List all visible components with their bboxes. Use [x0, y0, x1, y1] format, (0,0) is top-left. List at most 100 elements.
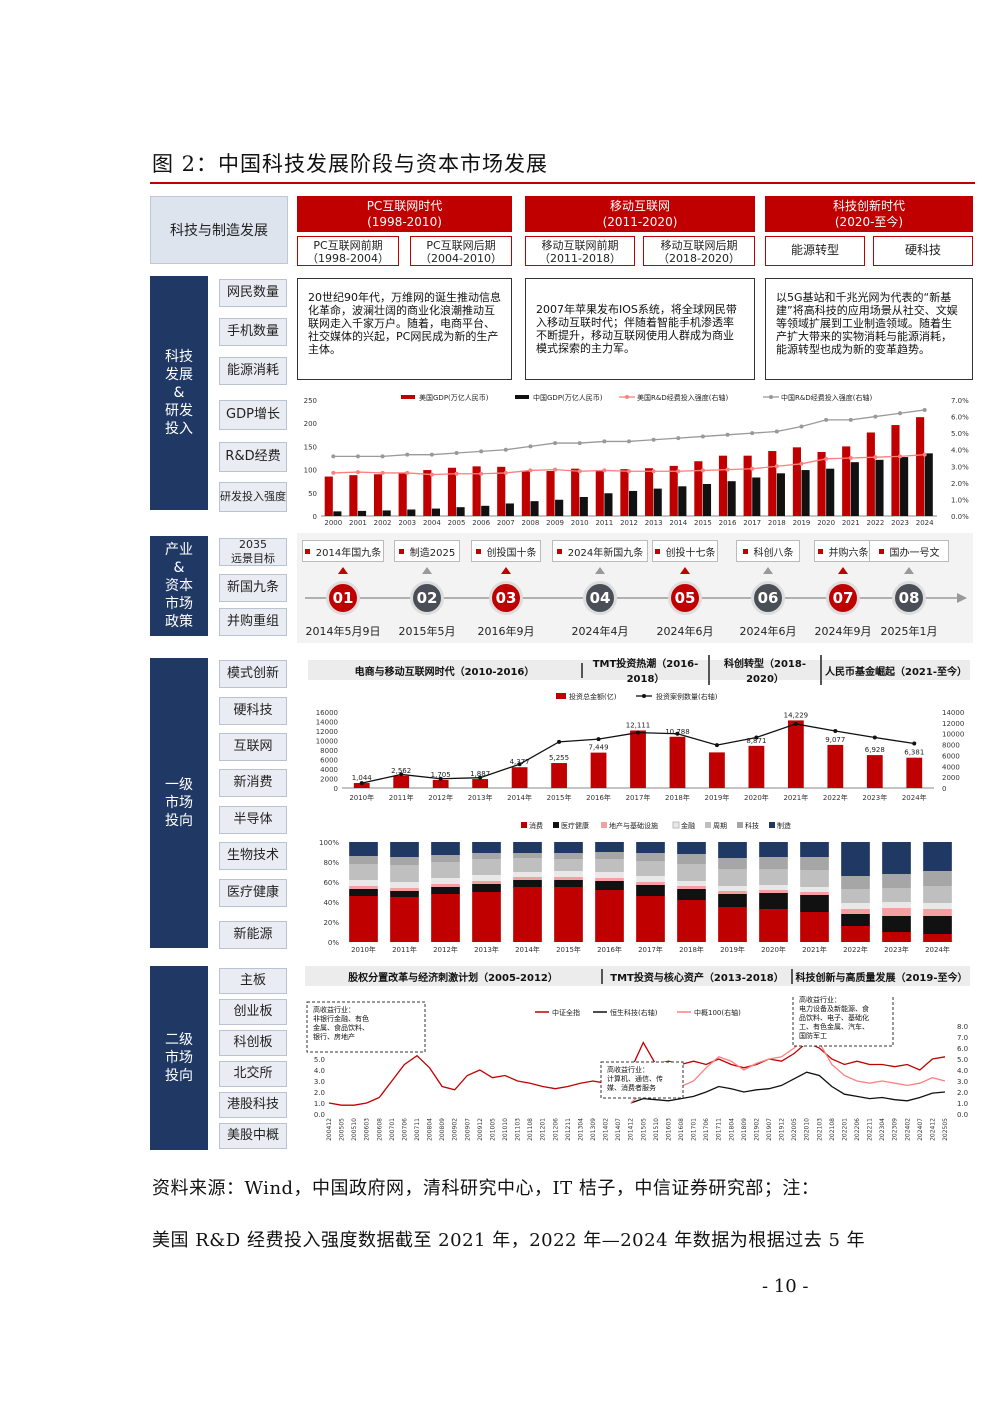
x-tick-label: 200706 — [401, 1118, 408, 1141]
series-point — [479, 449, 484, 454]
bar-us-gdp — [571, 468, 580, 516]
side-line: 研发 — [165, 403, 193, 419]
stack-segment — [513, 872, 542, 877]
subperiod-pc-late: PC互联网后期 （2004-2010） — [410, 236, 512, 266]
stack-segment — [595, 859, 624, 872]
stack-segment — [841, 876, 870, 889]
policy-date: 2024年6月 — [739, 625, 797, 638]
series-point — [528, 444, 533, 449]
series-point — [922, 452, 927, 457]
x-tick-label: 201412 — [628, 1118, 635, 1141]
series-point — [602, 468, 607, 473]
stack-segment — [923, 871, 952, 886]
bar-cn-gdp — [382, 510, 391, 516]
series-point — [636, 730, 640, 735]
data-label: 12,111 — [626, 721, 651, 729]
bar-cn-gdp — [826, 468, 835, 516]
legend-label: 投资总金额(亿) — [569, 692, 617, 701]
stack-segment — [677, 842, 706, 854]
section4-label: 科创板 — [219, 1030, 287, 1056]
annotation-text: 国防军工 — [799, 1031, 827, 1040]
label-phones: 手机数量 — [219, 318, 287, 346]
x-tick-label: 200902 — [452, 1118, 459, 1141]
stack-segment — [882, 932, 911, 942]
x-tick-label: 202211 — [867, 1118, 874, 1141]
bar-cn-gdp — [900, 457, 909, 516]
data-label: 14,229 — [784, 711, 809, 719]
policy-box: 科创八条 — [736, 540, 800, 562]
stack-segment — [554, 853, 583, 859]
bar-cn-gdp — [431, 508, 441, 516]
series-point — [725, 467, 730, 472]
stack-segment — [923, 886, 952, 903]
annotation-box — [600, 1061, 684, 1099]
series-point — [355, 470, 360, 475]
bar-cn-gdp — [875, 459, 884, 516]
x-tick-label: 2022年 — [823, 793, 848, 802]
series-point — [399, 772, 404, 777]
x-tick-label: 2016年 — [586, 793, 611, 802]
index-chart: 0.0 1.0 2.0 3.0 4.0 5.0 6.0 7.0 8.0 0.0 1.0 2.0 3.0 4… — [306, 996, 968, 1141]
stack-segment — [882, 908, 911, 916]
y2-tick-label: 3.0% — [951, 463, 969, 471]
policy-date: 2014年5月9日 — [305, 625, 381, 638]
y-tick-label: 250 — [304, 397, 317, 405]
series-point — [627, 439, 631, 444]
x-tick-label: 2011 — [595, 519, 613, 527]
bar-investment — [748, 745, 765, 788]
series-point — [873, 414, 878, 419]
stack-segment — [718, 869, 747, 886]
x-tick-label: 2008 — [522, 519, 540, 527]
section3-label: 生物技术 — [219, 842, 287, 870]
bar-us-gdp — [891, 425, 900, 516]
stack-segment — [800, 857, 829, 870]
label-netizens: 网民数量 — [219, 279, 287, 307]
policy-name: 创投国十条 — [486, 547, 537, 559]
stack-segment — [800, 895, 829, 912]
x-tick-label: 2010 — [571, 519, 589, 527]
bar-cn-gdp — [407, 509, 416, 516]
subperiod-name: PC互联网前期 — [313, 239, 383, 252]
stack-segment — [800, 892, 829, 895]
series-point — [833, 729, 838, 733]
y2-tick-label: 8.0 — [957, 1023, 968, 1031]
series-point — [528, 468, 533, 473]
series-point — [675, 731, 680, 736]
legend-label: 消费 — [529, 821, 543, 830]
y2-tick-label: 0.0 — [957, 1111, 968, 1119]
bar-us-gdp — [324, 476, 333, 516]
y-tick-label: 0 — [334, 785, 338, 793]
series-point — [898, 411, 903, 416]
x-tick-label: 201206 — [552, 1118, 559, 1141]
series-point — [438, 776, 443, 781]
y-tick-label: 2000 — [320, 776, 338, 784]
bar-us-gdp — [595, 470, 604, 516]
y-tick-label: 40% — [323, 899, 339, 907]
subperiod-pc-early: PC互联网前期 （1998-2004） — [297, 236, 399, 266]
policy-name: 2014年国九条 — [315, 547, 382, 559]
section3-label: 医疗健康 — [219, 879, 287, 907]
stack-segment — [595, 872, 624, 878]
y-tick-label: 200 — [304, 420, 317, 428]
data-label: 7,449 — [589, 744, 609, 752]
x-tick-label: 202005 — [791, 1118, 798, 1141]
policy-box: 2014年国九条 — [302, 540, 384, 562]
bar-cn-gdp — [357, 510, 367, 516]
series-point — [627, 469, 631, 474]
x-tick-label: 2024年 — [925, 945, 950, 954]
section3-label: 互联网 — [219, 733, 287, 761]
source-line-2: 美国 R&D 经费投入强度数据截至 2021 年，2022 年—2024 年数据… — [152, 1230, 866, 1251]
label-gdp: GDP增长 — [219, 400, 287, 430]
y-tick-label: 20% — [323, 919, 339, 927]
series-point — [700, 468, 705, 473]
series-point — [676, 469, 681, 474]
x-tick-label: 201809 — [741, 1118, 748, 1141]
side-line: 资本 — [165, 578, 193, 594]
stack-segment — [595, 852, 624, 859]
data-label: 4,377 — [510, 758, 530, 766]
policy-bullet — [878, 548, 884, 554]
bar-investment — [353, 783, 370, 788]
y2-tick-label: 10000 — [942, 731, 964, 739]
stack-segment — [513, 880, 542, 887]
annotation-box — [306, 1001, 426, 1053]
